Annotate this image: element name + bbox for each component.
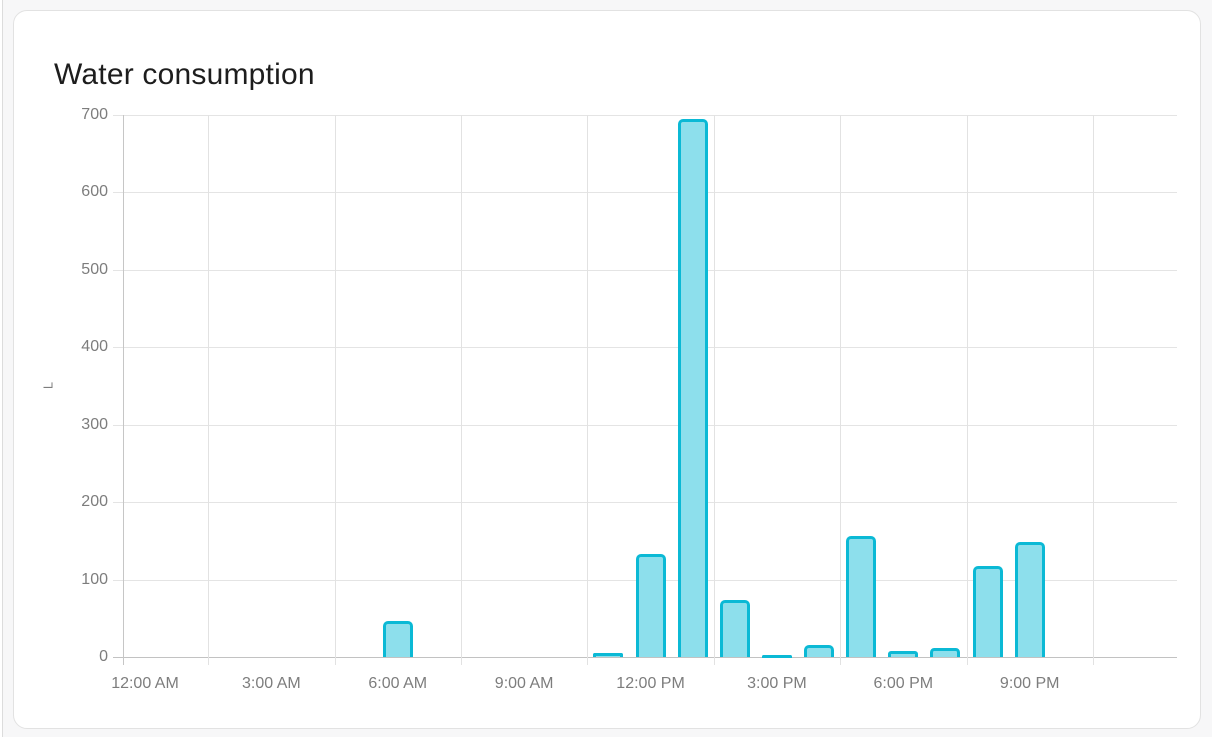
y-axis-line (123, 115, 124, 665)
bar-11-00-am[interactable] (593, 653, 624, 657)
water-consumption-card: Water consumption (13, 10, 1201, 729)
y-axis-tick-label: 500 (81, 260, 108, 278)
x-axis-tick-label: 9:00 AM (494, 675, 554, 692)
y-axis-tick-label: 300 (81, 415, 108, 433)
bar-2-00-pm[interactable] (719, 600, 750, 657)
gridline-horizontal (113, 115, 1177, 116)
x-axis-tick-label: 3:00 PM (747, 675, 807, 692)
bar-7-00-pm[interactable] (930, 648, 961, 657)
x-axis-tick-label: 12:00 AM (111, 675, 179, 692)
gridline-horizontal (113, 269, 1177, 271)
bar-4-00-pm[interactable] (804, 644, 835, 657)
card-title: Water consumption (54, 58, 315, 91)
y-axis-tick-label: 100 (81, 570, 108, 588)
gridline-horizontal (113, 192, 1177, 194)
bar-5-00-pm[interactable] (846, 536, 877, 657)
bar-12-00-pm[interactable] (635, 554, 666, 657)
y-axis-unit-label: L (40, 381, 56, 390)
x-axis-tick-label: 6:00 AM (368, 675, 428, 692)
gridline-vertical (460, 115, 462, 665)
bar-9-00-pm[interactable] (1014, 541, 1045, 657)
x-axis-tick-label: 9:00 PM (999, 675, 1060, 692)
y-axis-tick-label: 200 (81, 493, 108, 511)
adjacent-content-sliver (0, 0, 3, 737)
gridline-vertical (966, 115, 968, 665)
gridline-vertical (840, 115, 842, 665)
gridline-vertical (334, 115, 336, 665)
gridline-vertical (1092, 115, 1094, 665)
x-axis-tick-label: 3:00 AM (242, 675, 301, 692)
gridline-horizontal (113, 502, 1177, 504)
bar-1-00-pm[interactable] (677, 118, 708, 657)
bar-6-00-pm[interactable] (888, 650, 919, 657)
bar-6-00-am[interactable] (382, 621, 413, 657)
x-axis-tick-label: 12:00 PM (616, 675, 685, 692)
x-axis-line (113, 657, 1177, 658)
x-axis-tick-label: 6:00 PM (873, 675, 934, 692)
y-axis-tick-label: 0 (99, 648, 108, 665)
y-axis-tick-label: 400 (81, 338, 108, 356)
gridline-horizontal (113, 347, 1177, 349)
y-axis-tick-label: 600 (81, 183, 108, 201)
bar-8-00-pm[interactable] (972, 565, 1003, 657)
y-axis-tick-label: 700 (81, 106, 108, 123)
bar-3-00-pm[interactable] (761, 654, 792, 658)
gridline-horizontal (113, 424, 1177, 426)
gridline-vertical (587, 115, 589, 665)
gridline-vertical (713, 115, 715, 665)
gridline-vertical (208, 115, 210, 665)
